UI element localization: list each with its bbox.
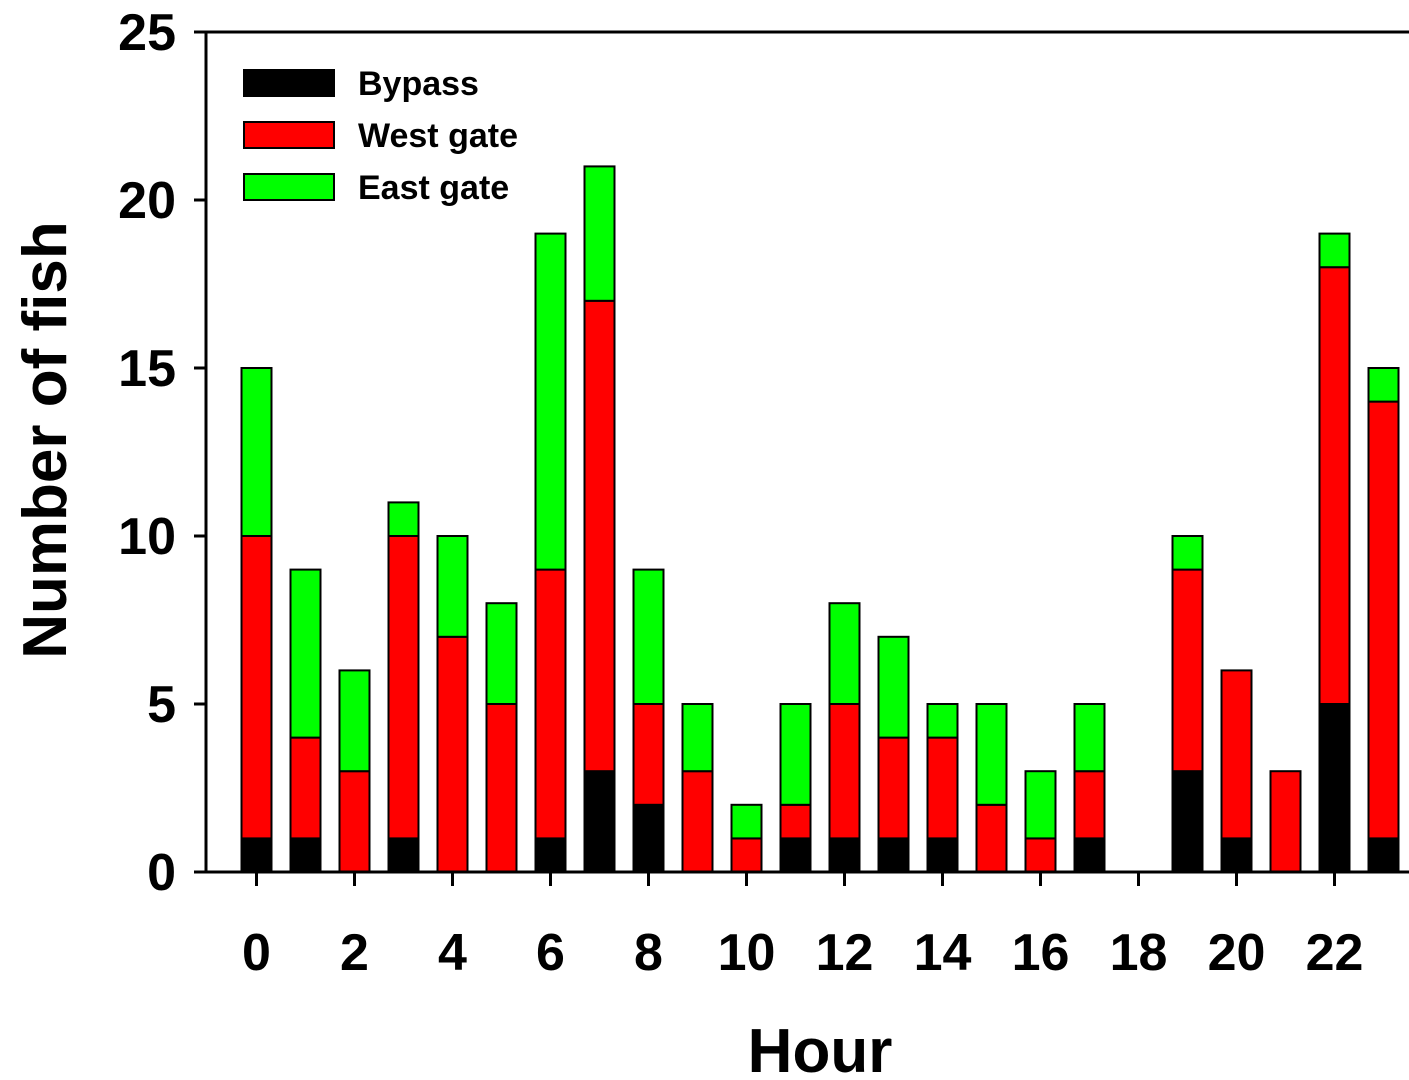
bar-segment-bypass-hour-14 xyxy=(926,837,959,874)
bar-segment-east-gate-hour-14 xyxy=(926,703,959,739)
bar-segment-bypass-hour-7 xyxy=(583,770,616,874)
x-tick-label-6: 6 xyxy=(536,924,565,982)
legend-label-west-gate: West gate xyxy=(358,117,518,155)
bar-segment-bypass-hour-13 xyxy=(877,837,910,874)
bar-segment-west-gate-hour-16 xyxy=(1024,837,1057,874)
legend-swatch-east-gate xyxy=(243,173,335,201)
y-tick-label-5: 5 xyxy=(147,676,176,734)
bar-segment-west-gate-hour-9 xyxy=(681,770,714,874)
x-tick-label-10: 10 xyxy=(718,924,776,982)
legend-label-east-gate: East gate xyxy=(358,169,509,207)
x-tick-label-16: 16 xyxy=(1012,924,1070,982)
bar-segment-east-gate-hour-4 xyxy=(436,535,469,638)
bar-segment-west-gate-hour-6 xyxy=(534,568,567,840)
bar-segment-bypass-hour-22 xyxy=(1318,703,1351,873)
bar-segment-west-gate-hour-0 xyxy=(240,535,273,840)
bar-segment-west-gate-hour-1 xyxy=(289,736,322,840)
legend-swatch-bypass xyxy=(243,69,335,97)
bar-segment-east-gate-hour-23 xyxy=(1367,367,1400,403)
bar-segment-east-gate-hour-12 xyxy=(828,602,861,706)
y-axis-title: Number of fish xyxy=(11,221,80,658)
x-tick-label-2: 2 xyxy=(340,924,369,982)
bar-segment-east-gate-hour-16 xyxy=(1024,770,1057,840)
bar-segment-bypass-hour-3 xyxy=(387,837,420,874)
x-tick-label-12: 12 xyxy=(816,924,874,982)
ticks-layer: 0 5 10 15 20 25 0 2 4 6 8 10 12 14 16 18 20 22 xyxy=(118,4,1363,982)
bar-segment-bypass-hour-12 xyxy=(828,837,861,874)
bar-segment-west-gate-hour-2 xyxy=(338,770,371,874)
bar-segment-west-gate-hour-10 xyxy=(730,837,763,874)
y-tick-label-10: 10 xyxy=(118,508,176,566)
bar-segment-east-gate-hour-1 xyxy=(289,568,322,739)
bar-segment-east-gate-hour-6 xyxy=(534,232,567,571)
x-tick-label-18: 18 xyxy=(1110,924,1168,982)
bar-segment-west-gate-hour-12 xyxy=(828,703,861,840)
x-axis-title: Hour xyxy=(748,1017,893,1080)
x-tick-label-0: 0 xyxy=(242,924,271,982)
bar-segment-east-gate-hour-2 xyxy=(338,669,371,773)
bar-segment-east-gate-hour-19 xyxy=(1171,535,1204,571)
bar-segment-west-gate-hour-20 xyxy=(1220,669,1253,840)
bar-segment-west-gate-hour-17 xyxy=(1073,770,1106,840)
bars-layer xyxy=(240,165,1400,874)
bar-segment-west-gate-hour-21 xyxy=(1269,770,1302,874)
bar-segment-bypass-hour-8 xyxy=(632,803,665,873)
bar-segment-west-gate-hour-23 xyxy=(1367,400,1400,840)
legend-label-bypass: Bypass xyxy=(358,65,479,103)
x-tick-label-14: 14 xyxy=(914,924,972,982)
y-tick-label-25: 25 xyxy=(118,4,176,62)
bar-segment-bypass-hour-11 xyxy=(779,837,812,874)
bar-segment-west-gate-hour-8 xyxy=(632,703,665,806)
bar-segment-bypass-hour-20 xyxy=(1220,837,1253,874)
bar-segment-west-gate-hour-3 xyxy=(387,535,420,840)
axes-layer xyxy=(204,30,1409,874)
bar-segment-east-gate-hour-15 xyxy=(975,703,1008,806)
x-tick-label-22: 22 xyxy=(1306,924,1364,982)
bar-segment-east-gate-hour-11 xyxy=(779,703,812,806)
bar-segment-west-gate-hour-4 xyxy=(436,635,469,873)
x-tick-label-8: 8 xyxy=(634,924,663,982)
bar-segment-east-gate-hour-10 xyxy=(730,803,763,840)
legend: Bypass West gate East gate xyxy=(243,65,518,207)
y-tick-label-0: 0 xyxy=(147,844,176,902)
bar-segment-east-gate-hour-5 xyxy=(485,602,518,706)
bar-segment-west-gate-hour-19 xyxy=(1171,568,1204,773)
bar-segment-west-gate-hour-7 xyxy=(583,299,616,773)
bar-segment-west-gate-hour-14 xyxy=(926,736,959,840)
bar-segment-east-gate-hour-3 xyxy=(387,501,420,537)
bar-segment-bypass-hour-1 xyxy=(289,837,322,874)
bar-segment-west-gate-hour-15 xyxy=(975,803,1008,873)
y-tick-label-20: 20 xyxy=(118,172,176,230)
legend-swatch-west-gate xyxy=(243,121,335,149)
bar-segment-bypass-hour-23 xyxy=(1367,837,1400,874)
bar-segment-bypass-hour-17 xyxy=(1073,837,1106,874)
bar-segment-west-gate-hour-5 xyxy=(485,703,518,873)
bar-segment-bypass-hour-6 xyxy=(534,837,567,874)
bar-segment-east-gate-hour-8 xyxy=(632,568,665,705)
bar-segment-west-gate-hour-13 xyxy=(877,736,910,840)
y-tick-label-15: 15 xyxy=(118,340,176,398)
bar-segment-east-gate-hour-9 xyxy=(681,703,714,773)
bar-segment-east-gate-hour-13 xyxy=(877,635,910,739)
x-tick-label-20: 20 xyxy=(1208,924,1266,982)
bar-segment-east-gate-hour-22 xyxy=(1318,232,1351,269)
bar-segment-west-gate-hour-11 xyxy=(779,803,812,840)
x-tick-label-4: 4 xyxy=(438,924,467,982)
bar-segment-east-gate-hour-7 xyxy=(583,165,616,302)
bar-segment-bypass-hour-19 xyxy=(1171,770,1204,874)
bar-segment-bypass-hour-0 xyxy=(240,837,273,874)
bar-segment-east-gate-hour-17 xyxy=(1073,703,1106,773)
bar-segment-west-gate-hour-22 xyxy=(1318,266,1351,705)
bar-segment-east-gate-hour-0 xyxy=(240,367,273,537)
